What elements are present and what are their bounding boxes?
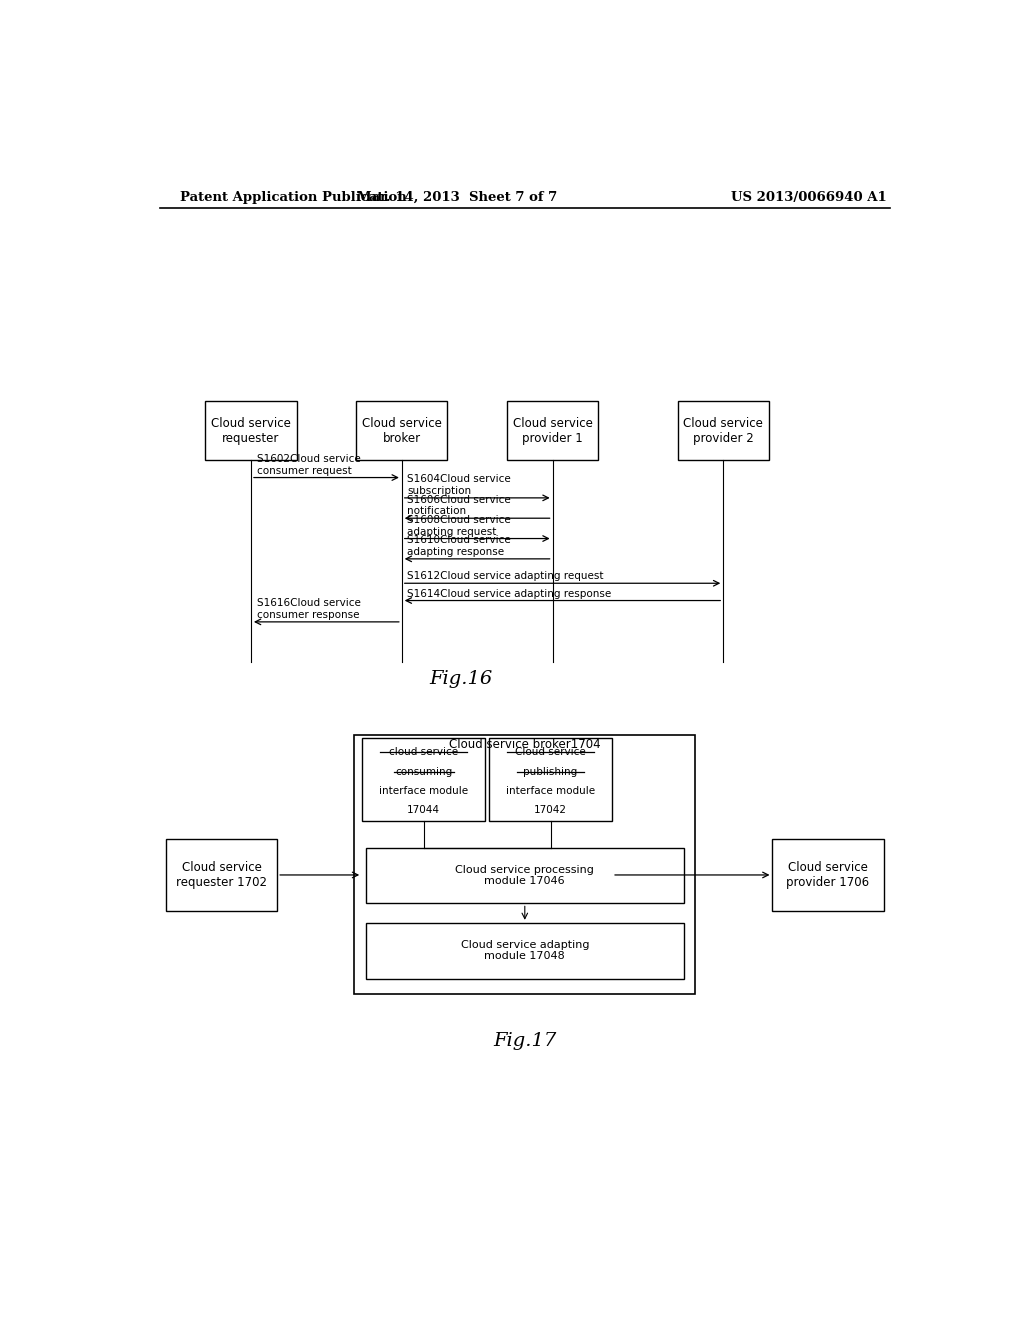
- Bar: [367, 923, 684, 978]
- Text: Cloud service adapting
module 17048: Cloud service adapting module 17048: [461, 940, 589, 961]
- Text: S1610Cloud service
adapting response: S1610Cloud service adapting response: [408, 535, 511, 557]
- Bar: [166, 840, 278, 911]
- Text: Patent Application Publication: Patent Application Publication: [179, 190, 407, 203]
- Bar: [356, 401, 447, 461]
- Text: Cloud service
broker: Cloud service broker: [361, 417, 441, 445]
- Text: interface module: interface module: [379, 785, 468, 796]
- Bar: [489, 738, 612, 821]
- Text: consuming: consuming: [395, 767, 453, 776]
- Text: Cloud service
provider 1706: Cloud service provider 1706: [786, 861, 869, 888]
- Text: S1614Cloud service adapting response: S1614Cloud service adapting response: [408, 589, 611, 598]
- Text: Cloud service
requester 1702: Cloud service requester 1702: [176, 861, 267, 888]
- Text: interface module: interface module: [506, 785, 595, 796]
- Bar: [362, 738, 485, 821]
- Text: Cloud service
provider 2: Cloud service provider 2: [683, 417, 763, 445]
- Text: S1612Cloud service adapting request: S1612Cloud service adapting request: [408, 572, 604, 581]
- Text: S1616Cloud service
consumer response: S1616Cloud service consumer response: [257, 598, 361, 620]
- Text: Cloud service
provider 1: Cloud service provider 1: [513, 417, 593, 445]
- Text: 17042: 17042: [535, 805, 567, 816]
- Text: 17044: 17044: [408, 805, 440, 816]
- Bar: [354, 735, 695, 994]
- Bar: [507, 401, 598, 461]
- Bar: [206, 401, 297, 461]
- Text: Cloud service
requester: Cloud service requester: [211, 417, 291, 445]
- Text: Mar. 14, 2013  Sheet 7 of 7: Mar. 14, 2013 Sheet 7 of 7: [357, 190, 557, 203]
- Text: cloud service: cloud service: [389, 747, 458, 758]
- Text: Cloud service broker1704: Cloud service broker1704: [449, 738, 601, 751]
- Text: S1602Cloud service
consumer request: S1602Cloud service consumer request: [257, 454, 361, 475]
- Text: US 2013/0066940 A1: US 2013/0066940 A1: [731, 190, 887, 203]
- Text: Cloud service: Cloud service: [515, 747, 586, 758]
- Text: S1608Cloud service
adapting request: S1608Cloud service adapting request: [408, 515, 511, 536]
- Text: publishing: publishing: [523, 767, 578, 776]
- Text: Fig.16: Fig.16: [430, 669, 493, 688]
- Text: S1604Cloud service
subscription: S1604Cloud service subscription: [408, 474, 511, 496]
- Text: Fig.17: Fig.17: [494, 1032, 556, 1049]
- Bar: [772, 840, 884, 911]
- Text: Cloud service processing
module 17046: Cloud service processing module 17046: [456, 865, 594, 886]
- Bar: [678, 401, 769, 461]
- Bar: [367, 847, 684, 903]
- Text: S1606Cloud service
notification: S1606Cloud service notification: [408, 495, 511, 516]
